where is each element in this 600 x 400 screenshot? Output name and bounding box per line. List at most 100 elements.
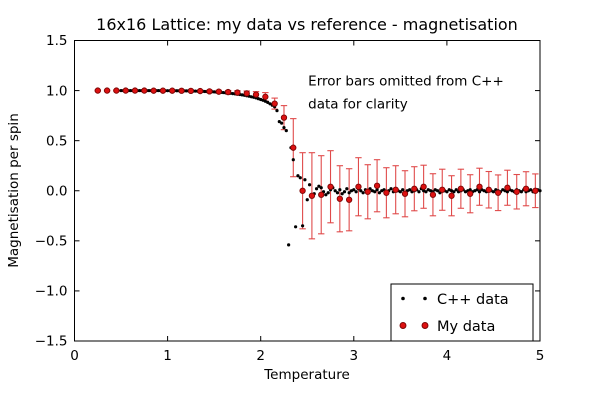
legend-marker-cpp: [423, 296, 427, 301]
cpp-data-point: [347, 191, 351, 195]
my-data-point: [336, 195, 343, 202]
cpp-data-point: [417, 190, 421, 194]
my-data-point: [420, 183, 427, 190]
cpp-data-point: [333, 189, 337, 193]
annotation-line-1: Error bars omitted from C++: [308, 74, 504, 90]
cpp-data-point: [338, 188, 342, 192]
cpp-data-point: [212, 90, 216, 94]
y-tick-label: 0.5: [46, 133, 67, 149]
cpp-data-point: [128, 88, 132, 93]
my-data-point: [522, 185, 530, 192]
cpp-data-point: [375, 188, 379, 192]
x-tick-label: 1: [163, 348, 172, 364]
my-data-point: [159, 87, 167, 94]
cpp-data-point: [398, 190, 402, 194]
my-data-point: [224, 88, 232, 96]
my-data-point: [327, 183, 334, 190]
cpp-data-point: [324, 193, 328, 197]
my-data-point: [290, 144, 297, 151]
cpp-data-point: [119, 88, 123, 93]
y-tick-label: 0.0: [46, 183, 67, 199]
cpp-data-point: [307, 183, 312, 187]
my-data-point: [299, 187, 306, 194]
cpp-data-point: [203, 89, 207, 94]
my-data-point: [206, 88, 213, 95]
cpp-data-point: [166, 89, 170, 93]
cpp-data-point: [373, 190, 377, 194]
cpp-data-point: [359, 189, 363, 193]
axes-frame: 0 1 2 3 4 5 1.5 1.0 0.5 0.0 −0.5 −1.0 −1.5: [35, 33, 545, 364]
annotation-line-2: data for clarity: [308, 97, 408, 113]
my-data-point: [485, 186, 492, 193]
cpp-data-point: [389, 187, 393, 191]
chart-title: 16x16 Lattice: my data vs reference - ma…: [96, 15, 518, 34]
cpp-data-point: [538, 189, 542, 193]
my-data-point: [252, 91, 260, 98]
cpp-data-point: [266, 100, 270, 105]
cpp-data-point: [454, 188, 458, 192]
cpp-data-point: [287, 243, 291, 247]
cpp-data-point: [175, 89, 179, 93]
my-data-point: [187, 87, 195, 95]
legend-marker-mine: [421, 322, 429, 329]
my-data-point: [494, 189, 502, 196]
my-data-point: [308, 192, 316, 199]
cpp-data-point: [468, 188, 472, 192]
y-tick-label: −0.5: [35, 234, 68, 250]
my-data-point: [234, 89, 241, 96]
cpp-data-point: [445, 190, 449, 194]
data-layer: [94, 87, 542, 247]
chart-legend: C++ data My data: [390, 283, 534, 342]
cpp-data-point: [268, 102, 272, 106]
my-data-point: [131, 87, 139, 94]
my-data-point: [429, 191, 437, 198]
cpp-data-point: [435, 189, 440, 193]
my-data-point: [243, 90, 250, 97]
my-data-point: [504, 184, 511, 191]
cpp-data-point: [298, 176, 302, 180]
my-data-point: [439, 186, 446, 193]
my-data-point: [392, 186, 399, 193]
x-tick-label: 5: [536, 348, 545, 364]
cpp-data-point: [326, 191, 330, 195]
cpp-data-point: [156, 88, 160, 93]
x-tick-label: 0: [70, 348, 79, 364]
my-data-point: [411, 185, 418, 192]
my-data-point: [467, 190, 474, 197]
my-data-point: [373, 182, 381, 189]
my-data-point: [532, 187, 539, 194]
y-tick-label: 1.0: [46, 83, 67, 99]
cpp-data-point: [505, 190, 510, 194]
my-data-point: [178, 87, 185, 94]
cpp-data-point: [280, 121, 284, 125]
my-data-point: [150, 87, 157, 94]
cpp-data-point: [231, 91, 235, 96]
cpp-data-point: [340, 192, 344, 196]
x-axis-label: Temperature: [263, 367, 350, 383]
x-tick-label: 3: [350, 348, 359, 364]
cpp-data-point: [275, 109, 279, 113]
cpp-data-point: [296, 174, 300, 178]
my-data-point: [262, 93, 269, 100]
cpp-data-point: [354, 190, 358, 194]
my-data-point: [355, 183, 362, 190]
cpp-data-point: [424, 190, 428, 194]
my-data-point: [197, 87, 204, 95]
my-data-point: [280, 114, 288, 121]
my-data-point: [94, 87, 101, 94]
cpp-data-point: [138, 88, 142, 93]
y-tick-label: 1.5: [46, 33, 67, 49]
my-data-point: [141, 87, 148, 94]
legend-label-cpp-data: C++ data: [437, 292, 509, 308]
cpp-data-point: [303, 178, 307, 182]
cpp-data-point: [282, 126, 286, 130]
cpp-data-point: [193, 89, 198, 93]
cpp-data-point: [284, 129, 288, 133]
cpp-data-point: [277, 120, 281, 124]
cpp-data-point: [377, 191, 382, 195]
cpp-data-point: [291, 158, 295, 162]
cpp-data-point: [305, 198, 309, 202]
cpp-data-point: [221, 90, 226, 95]
